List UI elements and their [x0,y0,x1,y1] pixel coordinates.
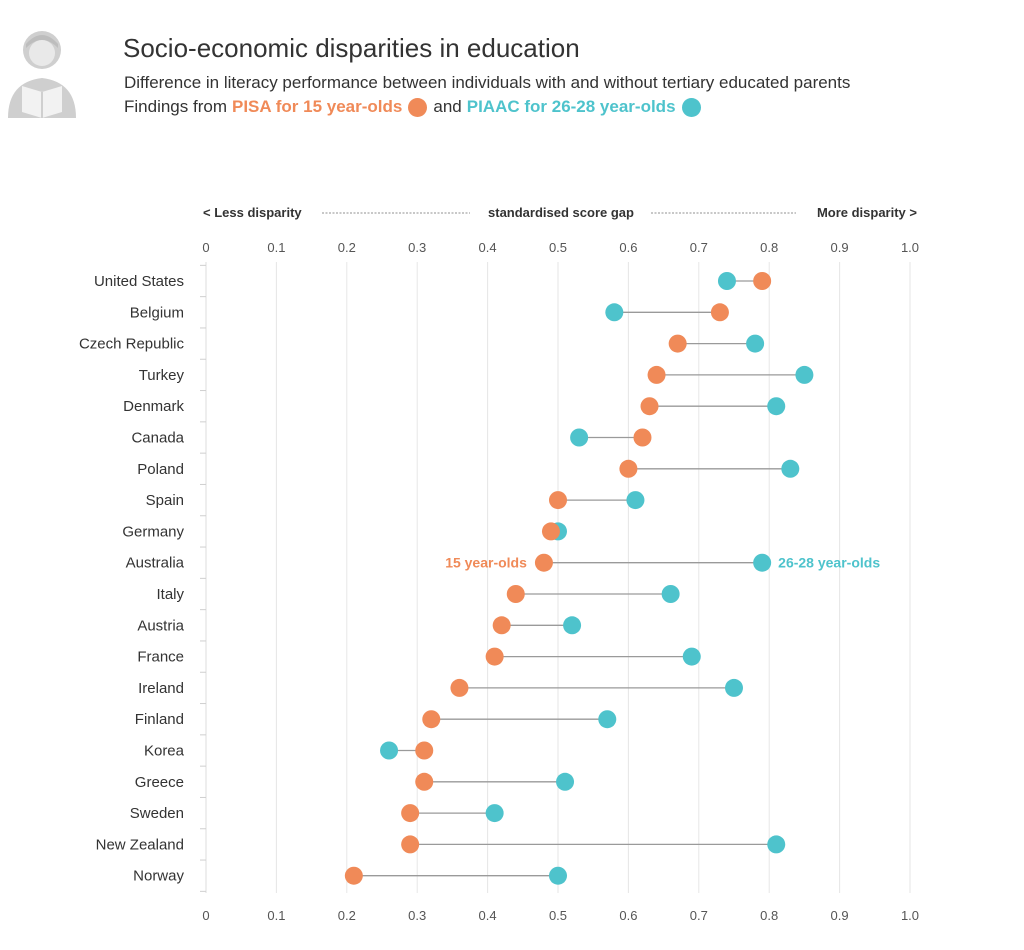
piaac-point [556,772,575,791]
piaac-point [563,616,582,635]
country-label: Norway [133,868,184,885]
x-tick-label-top: 0.8 [760,240,778,255]
x-tick-label-bottom: 0.7 [690,908,708,923]
x-tick-label-top: 0.4 [479,240,497,255]
piaac-point [767,835,786,854]
country-label: Canada [131,430,184,447]
axis-annotation-right: More disparity > [817,205,917,220]
country-label: Ireland [138,680,184,697]
x-tick-label-bottom: 0.1 [267,908,285,923]
country-label: United States [94,273,184,290]
annotation-pisa-label: 15 year-olds [445,555,527,571]
x-tick-label-top: 0 [202,240,209,255]
x-tick-label-bottom: 0.5 [549,908,567,923]
pisa-point [534,553,553,572]
x-tick-label-top: 0.1 [267,240,285,255]
x-tick-label-top: 0.6 [619,240,637,255]
country-label: Denmark [123,398,184,415]
country-label: Czech Republic [79,336,185,353]
legend-pisa-dot [408,97,428,117]
axis-annotation-center: standardised score gap [488,205,634,220]
piaac-point [725,678,743,697]
x-tick-label-bottom: 0 [202,908,209,923]
annotation-piaac-label: 26-28 year-olds [778,555,880,571]
findings-prefix: Findings from [124,97,227,116]
findings-line: Findings from PISA for 15 year-olds and … [124,97,707,117]
pisa-point [541,522,560,541]
piaac-point [380,741,399,760]
piaac-point [753,553,772,572]
pisa-point [401,835,420,854]
x-tick-label-bottom: 0.9 [831,908,849,923]
piaac-point [795,365,814,384]
piaac-point [767,397,786,416]
pisa-point [640,397,659,416]
country-label: Poland [137,461,184,478]
x-tick-label-bottom: 0.3 [408,908,426,923]
legend-piaac-label: PIAAC for 26-28 year-olds [466,97,676,116]
x-tick-label-top: 0.3 [408,240,426,255]
piaac-point [746,334,765,353]
chart-title: Socio-economic disparities in education [123,33,580,63]
pisa-point [549,491,567,510]
country-label: Finland [135,711,184,728]
country-label: Austria [137,617,184,634]
pisa-point [619,459,638,478]
x-tick-label-bottom: 0.4 [479,908,497,923]
x-tick-label-bottom: 0.2 [338,908,356,923]
piaac-point [549,866,567,885]
country-label: Greece [135,774,184,791]
piaac-point [485,804,504,823]
piaac-point [570,428,589,447]
pisa-point [753,272,772,290]
piaac-point [605,303,624,322]
x-tick-label-top: 1.0 [901,240,919,255]
chart-subtitle: Difference in literacy performance betwe… [124,73,851,92]
piaac-point [682,647,701,666]
pisa-point [633,428,652,447]
pisa-point [422,710,441,729]
country-label: Spain [146,492,184,509]
country-label: France [137,649,184,666]
country-label: New Zealand [96,836,184,853]
pisa-point [344,866,363,885]
chart-header: Socio-economic disparities in education … [0,0,1024,130]
piaac-point [626,491,645,510]
country-label: Germany [122,523,184,540]
piaac-point [781,459,800,478]
country-label: Sweden [130,805,184,822]
pisa-point [506,585,525,603]
legend-pisa-label: PISA for 15 year-olds [231,97,403,116]
piaac-point [598,710,617,729]
pisa-point [415,741,434,760]
piaac-point [661,585,680,603]
country-label: Belgium [130,304,184,321]
pisa-point [668,334,687,353]
piaac-point [717,272,736,290]
x-tick-label-top: 0.5 [549,240,567,255]
pisa-point [415,772,434,791]
pisa-point [710,303,729,322]
x-tick-label-top: 0.2 [338,240,356,255]
x-tick-label-top: 0.9 [831,240,849,255]
pisa-point [401,804,420,823]
person-reading-book-icon [8,31,76,118]
pisa-point [492,616,511,635]
x-tick-label-bottom: 0.6 [619,908,637,923]
x-tick-label-bottom: 1.0 [901,908,919,923]
country-label: Australia [126,555,185,572]
legend-piaac-dot [681,97,701,117]
country-label: Italy [156,586,184,603]
pisa-point [647,365,666,384]
x-tick-label-bottom: 0.8 [760,908,778,923]
pisa-point [485,647,504,666]
x-tick-label-top: 0.7 [690,240,708,255]
country-label: Korea [144,743,185,760]
pisa-point [450,678,469,697]
findings-and: and [433,97,462,116]
axis-annotation-left: < Less disparity [203,205,302,220]
country-label: Turkey [139,367,185,384]
